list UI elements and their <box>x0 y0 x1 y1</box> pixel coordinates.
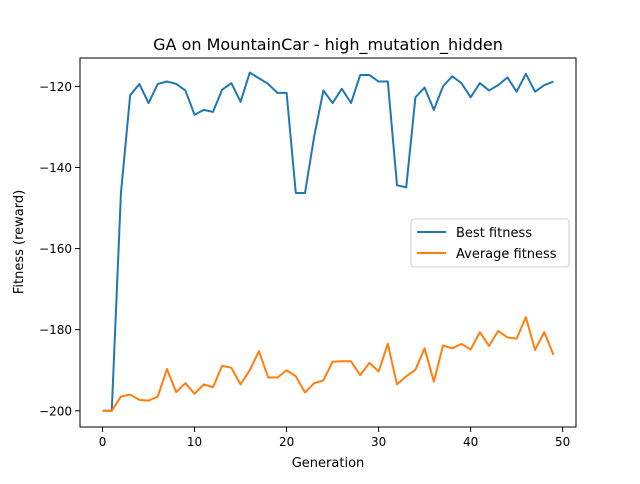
x-tick-label: 30 <box>371 435 386 449</box>
y-tick-label: −180 <box>39 323 72 337</box>
legend: Best fitness Average fitness <box>410 218 570 268</box>
y-tick-label: −140 <box>39 161 72 175</box>
y-tick-label: −200 <box>39 404 72 418</box>
x-tick-label: 50 <box>555 435 570 449</box>
y-tick-label: −160 <box>39 242 72 256</box>
legend-frame <box>410 218 570 268</box>
x-tick-label: 0 <box>99 435 107 449</box>
y-axis-label: Fitness (reward) <box>12 190 27 294</box>
x-tick-label: 20 <box>279 435 294 449</box>
chart-title: GA on MountainCar - high_mutation_hidden <box>153 35 503 55</box>
y-tick-label: −120 <box>39 80 72 94</box>
plot-lines <box>102 71 555 412</box>
series-line-best-fitness <box>102 71 554 412</box>
x-tick-label: 40 <box>463 435 478 449</box>
x-axis-ticks: 0 10 20 30 40 50 <box>99 427 570 449</box>
plot-frame <box>79 57 577 428</box>
legend-label-best-fitness: Best fitness <box>456 226 532 241</box>
x-tick-label: 10 <box>187 435 202 449</box>
series-line-average-fitness <box>102 316 555 412</box>
y-axis-ticks: −200 −180 −160 −140 −120 <box>39 80 80 418</box>
x-axis-label: Generation <box>292 456 365 471</box>
legend-label-average-fitness: Average fitness <box>456 247 557 262</box>
